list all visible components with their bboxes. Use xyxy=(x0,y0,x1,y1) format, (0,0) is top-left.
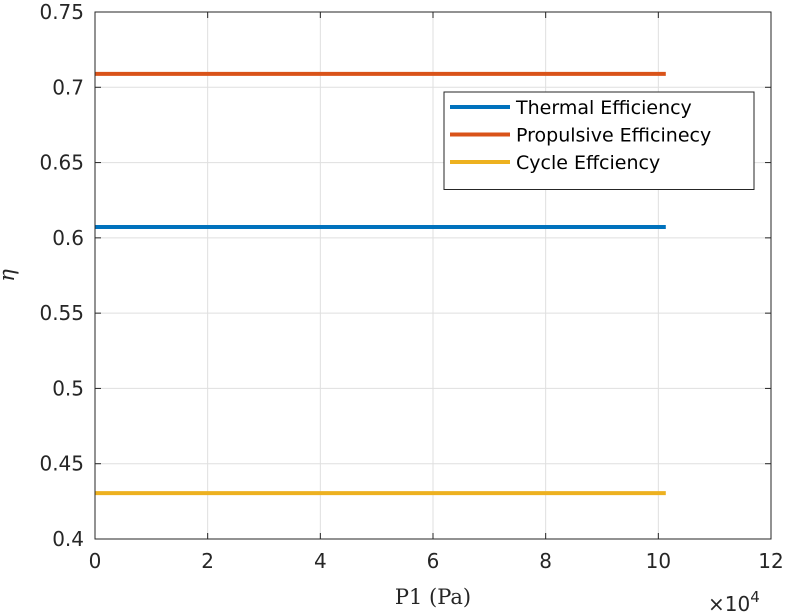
x-tick-label: 6 xyxy=(427,549,440,573)
y-tick-label: 0.7 xyxy=(52,75,84,99)
x-tick-label: 2 xyxy=(201,549,214,573)
y-tick-labels: 0.4 0.45 0.5 0.55 0.6 0.65 0.7 0.75 xyxy=(39,0,84,551)
x-tick-label: 4 xyxy=(314,549,327,573)
x-axis-label: P1 (Pa) xyxy=(395,585,471,609)
legend-label: Cycle Effciency xyxy=(516,152,660,174)
y-tick-label: 0.4 xyxy=(52,527,84,551)
y-tick-label: 0.45 xyxy=(39,452,84,476)
grid xyxy=(94,11,772,540)
legend: Thermal Efficiency Propulsive Efficinecy C… xyxy=(443,91,755,190)
y-tick-label: 0.75 xyxy=(39,0,84,24)
x-tick-label: 8 xyxy=(539,549,552,573)
x-tick-labels: 0 2 4 6 8 10 12 xyxy=(89,549,784,573)
y-axis-label: η xyxy=(0,269,19,282)
x-axis-multiplier-base: ×10 xyxy=(708,592,750,614)
legend-label: Propulsive Efficinecy xyxy=(516,125,711,147)
x-tick-label: 10 xyxy=(646,549,671,573)
y-tick-label: 0.6 xyxy=(52,226,84,250)
series-group xyxy=(95,71,666,496)
x-tick-label: 0 xyxy=(89,549,102,573)
ticks xyxy=(94,11,772,540)
legend-label: Thermal Efficiency xyxy=(515,97,692,119)
y-tick-label: 0.5 xyxy=(52,376,84,400)
y-tick-label: 0.55 xyxy=(39,301,84,325)
x-axis-multiplier: ×104 xyxy=(708,588,760,614)
y-tick-label: 0.65 xyxy=(39,151,84,175)
x-axis-multiplier-exponent: 4 xyxy=(750,588,760,606)
x-tick-label: 12 xyxy=(758,549,783,573)
